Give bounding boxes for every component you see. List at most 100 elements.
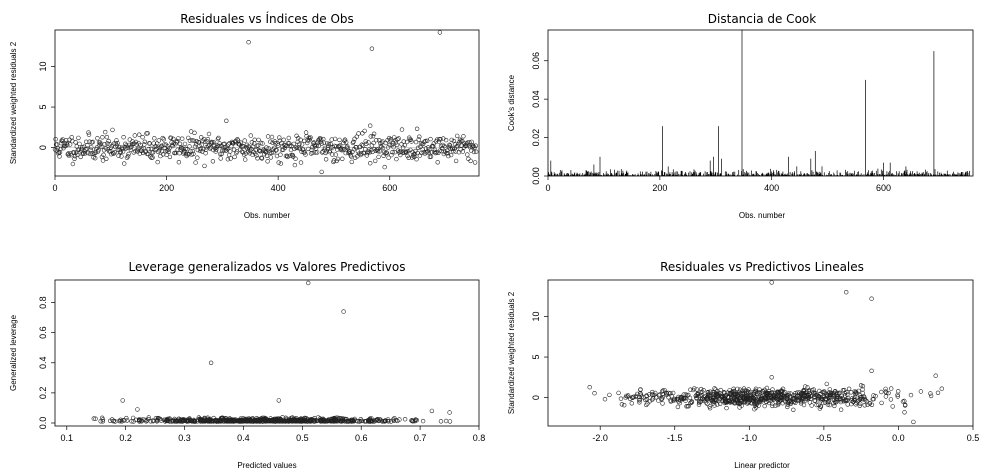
x-tick-label: 0.4 (237, 433, 250, 443)
data-point (857, 403, 862, 408)
data-point (355, 419, 360, 424)
data-point (844, 397, 849, 403)
data-point (171, 136, 176, 142)
data-point (707, 406, 713, 411)
data-point (696, 394, 701, 399)
data-point (911, 419, 916, 425)
data-point (153, 144, 159, 149)
data-point (214, 147, 219, 152)
x-tick-label: 0.5 (296, 433, 309, 443)
data-point (791, 407, 796, 412)
data-point (341, 147, 347, 152)
data-point (86, 132, 92, 137)
data-point (693, 393, 698, 399)
data-point (869, 296, 874, 301)
data-point (152, 136, 157, 141)
data-point (257, 419, 262, 424)
data-point (438, 137, 443, 142)
y-axis-label: Cook's distance (507, 74, 516, 131)
data-point (208, 145, 213, 150)
data-point (785, 404, 790, 410)
data-point (335, 156, 341, 162)
data-point (831, 390, 837, 396)
data-point (328, 141, 333, 147)
data-point (308, 135, 313, 140)
data-point (175, 138, 180, 144)
data-point (908, 392, 914, 398)
plot-frame (547, 29, 974, 177)
data-point (142, 142, 147, 147)
data-point (634, 393, 639, 399)
data-point (274, 147, 279, 153)
panel-residuals-vs-linear-predictor: Residuales vs Predictivos Lineales -2.0-… (507, 260, 979, 470)
data-point (835, 393, 840, 399)
data-point (150, 155, 155, 160)
data-point (242, 138, 247, 143)
data-point (84, 146, 90, 151)
data-point (795, 398, 801, 403)
y-tick-label: 0.6 (38, 326, 48, 339)
data-point (802, 384, 808, 389)
x-tick-label: -1.0 (742, 433, 758, 443)
data-point (660, 401, 665, 406)
data-point (120, 149, 126, 154)
x-tick-label: 600 (876, 183, 891, 193)
data-point (292, 418, 297, 423)
data-point (811, 392, 817, 397)
data-point (283, 143, 288, 148)
data-point (424, 138, 430, 144)
data-point (445, 148, 450, 153)
data-marks (587, 280, 944, 425)
data-point (753, 388, 758, 393)
data-point (402, 142, 407, 148)
data-point (403, 149, 409, 154)
data-point (793, 391, 798, 396)
data-point (447, 419, 453, 424)
y-axis-label: Generalized leverage (9, 314, 18, 391)
data-point (935, 390, 941, 395)
data-point (858, 383, 864, 388)
data-point (151, 150, 156, 155)
data-point (301, 417, 307, 422)
x-axis-label: Predicted values (237, 461, 296, 470)
panel-cooks-distance: Distancia de Cook 0 200 400 600 0.00 0.02 0.04… (507, 12, 974, 220)
y-tick-label: 0.4 (38, 357, 48, 370)
panel-residuals-vs-index: Residuales vs Índices de Obs 0 200 400 6000… (9, 11, 480, 220)
data-point (146, 146, 151, 152)
data-point (413, 139, 419, 145)
data-point (928, 391, 933, 396)
data-point (313, 146, 319, 151)
data-point (263, 416, 268, 421)
data-point (404, 139, 410, 145)
data-point (355, 149, 361, 154)
data-point (737, 405, 742, 410)
data-point (99, 144, 104, 150)
data-point (211, 419, 216, 424)
data-point (63, 138, 69, 143)
data-point (888, 397, 894, 402)
data-point (817, 388, 822, 394)
data-point (195, 155, 200, 160)
data-point (826, 399, 831, 404)
data-point (817, 406, 823, 411)
data-point (276, 398, 281, 403)
data-marks (91, 280, 453, 424)
data-point (409, 139, 414, 144)
data-point (285, 154, 290, 160)
x-tick-label: -0.5 (816, 433, 832, 443)
data-point (259, 155, 264, 161)
data-point (157, 148, 162, 153)
data-point (248, 133, 254, 138)
data-point (326, 141, 332, 147)
data-point (447, 143, 453, 148)
data-point (760, 388, 765, 394)
data-point (332, 136, 338, 142)
data-point (382, 418, 388, 424)
data-point (278, 152, 283, 157)
data-point (264, 153, 270, 159)
data-point (412, 151, 417, 157)
data-point (694, 387, 699, 392)
data-point (337, 137, 342, 143)
data-point (359, 142, 364, 147)
data-point (278, 161, 284, 166)
